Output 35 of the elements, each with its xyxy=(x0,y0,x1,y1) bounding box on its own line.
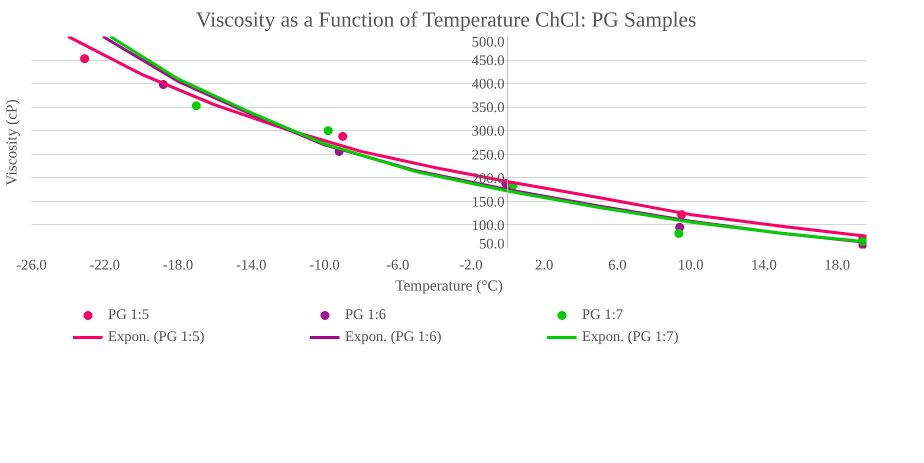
x-tick-label: -18.0 xyxy=(162,258,194,274)
legend-label: Expon. (PG 1:6) xyxy=(344,328,442,346)
y-tick-label: 150.0 xyxy=(472,194,505,210)
y-axis-title: Viscosity (cP) xyxy=(4,99,20,186)
x-axis-title: Temperature (°C) xyxy=(395,278,503,294)
x-tick-label: 14.0 xyxy=(751,258,777,274)
y-tick-label: 250.0 xyxy=(472,147,505,164)
x-tick-label: -2.0 xyxy=(459,258,483,274)
x-tick-label: -26.0 xyxy=(16,258,47,274)
point xyxy=(674,228,684,238)
point xyxy=(324,126,333,136)
x-tick-label: 2.0 xyxy=(535,258,554,274)
x-tick-label: 6.0 xyxy=(608,258,627,274)
legend-label: Expon. (PG 1:7) xyxy=(582,328,680,346)
y-tick-label: 100.0 xyxy=(472,218,505,234)
point xyxy=(80,54,90,64)
x-tick-label: 10.0 xyxy=(678,258,704,274)
x-tick-label: 18.0 xyxy=(824,258,850,274)
y-tick-label: 50.0 xyxy=(478,236,505,252)
y-tick-label: 300.0 xyxy=(472,124,505,140)
x-tick-label: -10.0 xyxy=(309,258,340,274)
legend-label: Expon. (PG 1:5) xyxy=(108,328,206,346)
legend-label: PG 1:7 xyxy=(582,306,624,324)
x-tick-label: -6.0 xyxy=(386,258,410,274)
x-tick-label: -22.0 xyxy=(89,258,120,274)
legend-label: PG 1:5 xyxy=(108,306,150,324)
x-tick-label: -14.0 xyxy=(236,258,267,274)
legend-label: PG 1:6 xyxy=(344,306,388,324)
y-tick-label: 400.0 xyxy=(472,76,505,93)
y-tick-label: 500.0 xyxy=(472,34,505,50)
chart-title: Viscosity as a Function of Temperature ChCl: PG Samples xyxy=(196,8,696,32)
y-tick-label: 450.0 xyxy=(472,53,505,70)
point xyxy=(192,101,201,110)
y-tick-label: 350.0 xyxy=(472,100,505,116)
point xyxy=(338,132,348,141)
